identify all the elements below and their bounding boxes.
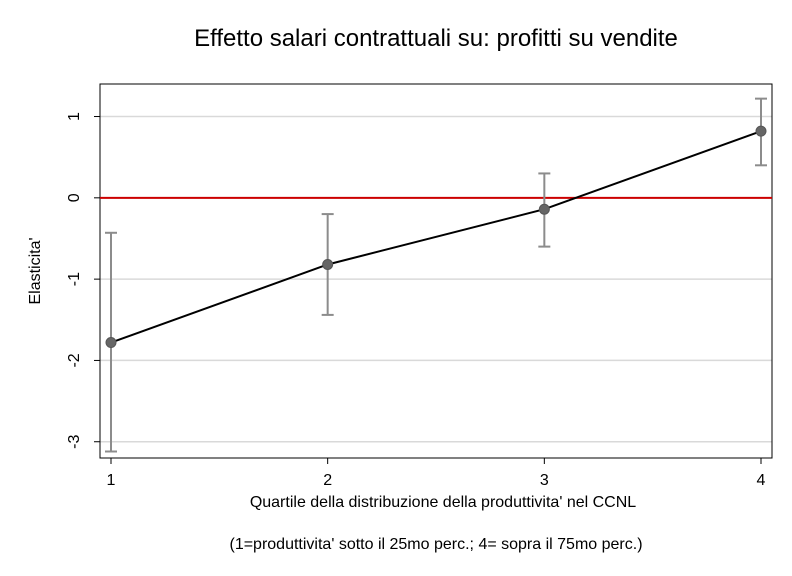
series-layer <box>105 97 767 453</box>
chart-note: (1=produttivita' sotto il 25mo perc.; 4=… <box>229 536 642 553</box>
x-axis: 1 2 3 4 <box>107 458 766 489</box>
y-axis: -3 -2 -1 0 1 <box>66 112 100 449</box>
y-tick-label-0: -3 <box>66 435 83 449</box>
y-tick-label-3: 0 <box>66 193 83 202</box>
y-tick-label-2: -1 <box>66 272 83 286</box>
plot-area <box>99 83 773 459</box>
data-point-2 <box>322 258 334 270</box>
chart-title: Effetto salari contrattuali su: profitti… <box>194 25 678 52</box>
data-point-1 <box>105 337 117 349</box>
x-tick-label-3: 4 <box>757 472 766 489</box>
x-tick-label-0: 1 <box>107 472 116 489</box>
series-line-0 <box>110 130 762 344</box>
y-axis-title: Elasticita' <box>27 237 44 304</box>
data-point-3 <box>538 203 550 215</box>
x-axis-title: Quartile della distribuzione della produ… <box>250 494 636 511</box>
grid <box>100 115 772 443</box>
y-tick-label-4: 1 <box>66 112 83 121</box>
y-tick-label-1: -2 <box>66 353 83 367</box>
x-tick-label-1: 2 <box>323 472 332 489</box>
x-tick-label-2: 3 <box>540 472 549 489</box>
data-point-4 <box>755 125 767 137</box>
